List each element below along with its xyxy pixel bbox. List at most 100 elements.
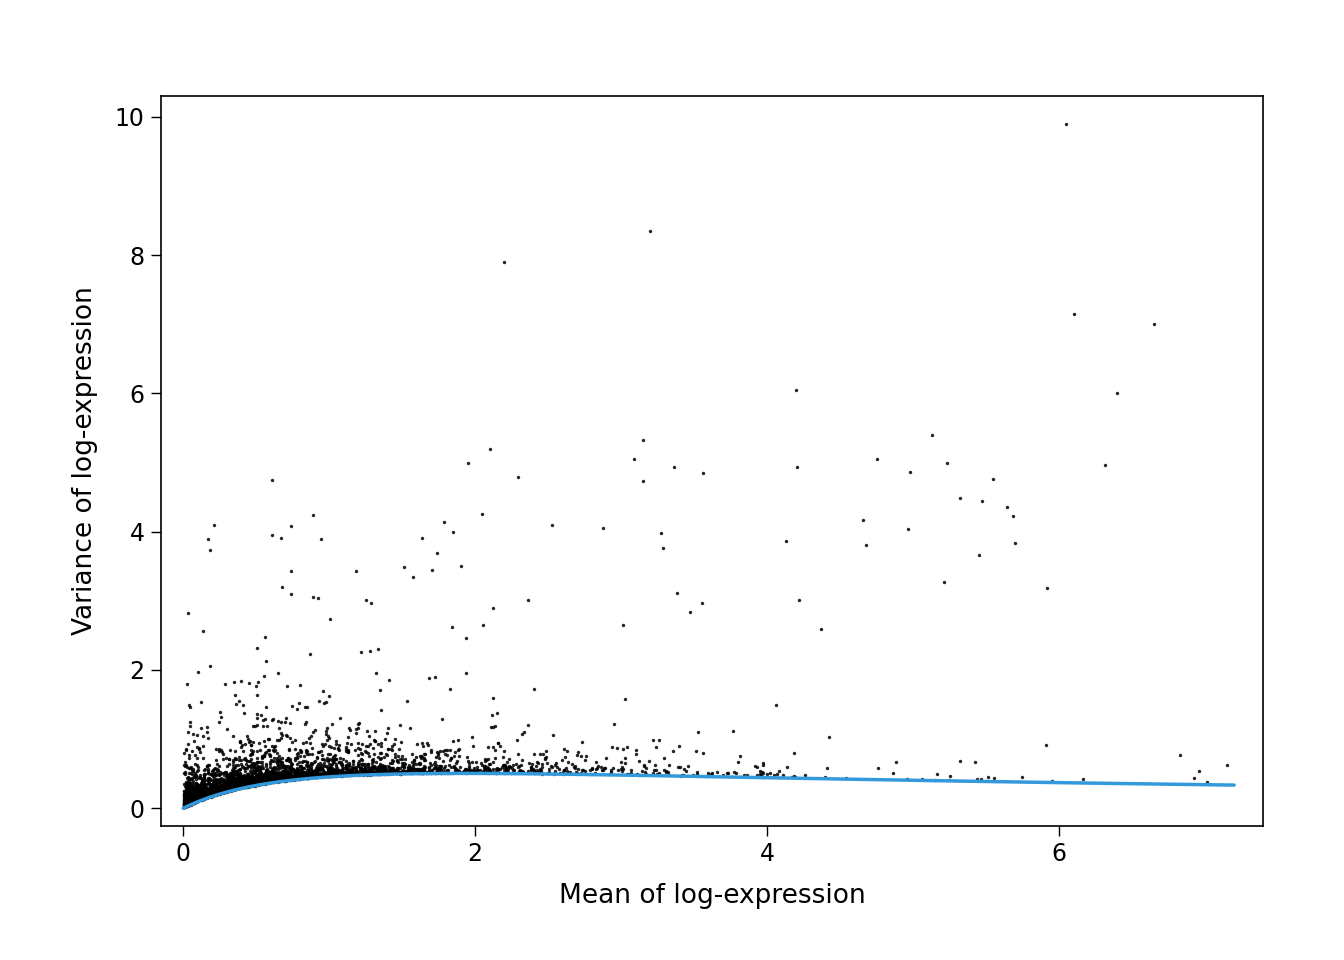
Point xyxy=(215,782,237,798)
Point xyxy=(181,795,203,810)
Point xyxy=(392,765,414,780)
Point xyxy=(458,764,480,780)
Point xyxy=(177,790,199,805)
Point xyxy=(222,779,243,794)
Point xyxy=(614,756,636,771)
Point xyxy=(263,764,285,780)
Point xyxy=(222,774,243,789)
Point xyxy=(277,767,298,782)
Point xyxy=(224,778,246,793)
Point xyxy=(184,768,206,783)
Point xyxy=(250,772,271,787)
Point xyxy=(195,787,216,803)
Point xyxy=(246,762,267,778)
Point xyxy=(362,758,383,774)
Point xyxy=(224,776,246,791)
Point xyxy=(484,718,505,733)
Point xyxy=(415,765,437,780)
Point xyxy=(249,776,270,791)
Point xyxy=(253,772,274,787)
Point xyxy=(325,763,347,779)
Point xyxy=(223,769,245,784)
Point xyxy=(323,755,344,770)
Point xyxy=(237,760,258,776)
Point xyxy=(280,715,301,731)
Point xyxy=(202,780,223,796)
Point xyxy=(320,761,341,777)
Point xyxy=(195,789,216,804)
Point xyxy=(226,780,247,795)
Point xyxy=(281,756,302,772)
Point xyxy=(185,781,207,797)
Point xyxy=(280,759,301,775)
Point xyxy=(177,606,199,621)
Point xyxy=(371,760,392,776)
Point xyxy=(203,777,224,792)
Point xyxy=(231,737,253,753)
Point xyxy=(281,733,302,749)
Point xyxy=(233,774,254,789)
Point xyxy=(382,753,403,768)
Point xyxy=(190,791,211,806)
Point xyxy=(190,785,211,801)
Point xyxy=(218,774,239,789)
Point xyxy=(218,769,239,784)
Point xyxy=(190,767,211,782)
Point xyxy=(222,777,243,792)
Point xyxy=(210,780,231,795)
Point xyxy=(692,745,714,760)
Point xyxy=(173,765,195,780)
Point xyxy=(219,768,241,783)
Point xyxy=(222,772,243,787)
Point xyxy=(176,798,198,813)
Point xyxy=(290,767,312,782)
Point xyxy=(191,783,212,799)
Point xyxy=(176,787,198,803)
Point xyxy=(271,772,293,787)
Point xyxy=(835,770,856,785)
Point xyxy=(245,778,266,793)
Point xyxy=(238,777,259,792)
Point xyxy=(218,781,239,797)
Point xyxy=(187,782,208,798)
Point xyxy=(402,569,423,585)
Point xyxy=(238,779,259,794)
Point xyxy=(265,774,286,789)
Point xyxy=(200,784,222,800)
Point xyxy=(195,776,216,791)
Point xyxy=(753,757,774,773)
Point xyxy=(237,766,258,781)
Point xyxy=(270,731,292,746)
Point xyxy=(423,760,445,776)
Point xyxy=(243,776,265,791)
Point xyxy=(648,765,669,780)
Point xyxy=(239,777,261,792)
Point xyxy=(383,763,405,779)
Point xyxy=(612,763,633,779)
Point xyxy=(199,771,220,786)
Point xyxy=(327,763,348,779)
Point xyxy=(188,786,210,802)
Point xyxy=(351,756,372,772)
Point xyxy=(258,772,280,787)
Point xyxy=(430,765,452,780)
Point xyxy=(478,763,500,779)
Point xyxy=(219,782,241,798)
Point xyxy=(198,787,219,803)
Point xyxy=(223,775,245,790)
Point xyxy=(188,781,210,797)
Point xyxy=(219,775,241,790)
Point xyxy=(203,783,224,799)
Point xyxy=(184,791,206,806)
Point xyxy=(407,763,429,779)
Point xyxy=(333,765,355,780)
Point xyxy=(238,779,259,794)
Point xyxy=(242,775,263,790)
Point xyxy=(181,771,203,786)
Point xyxy=(337,744,359,759)
Point xyxy=(363,759,384,775)
Point xyxy=(352,761,374,777)
Point xyxy=(336,761,358,777)
Point xyxy=(386,763,407,779)
Point xyxy=(228,776,250,791)
